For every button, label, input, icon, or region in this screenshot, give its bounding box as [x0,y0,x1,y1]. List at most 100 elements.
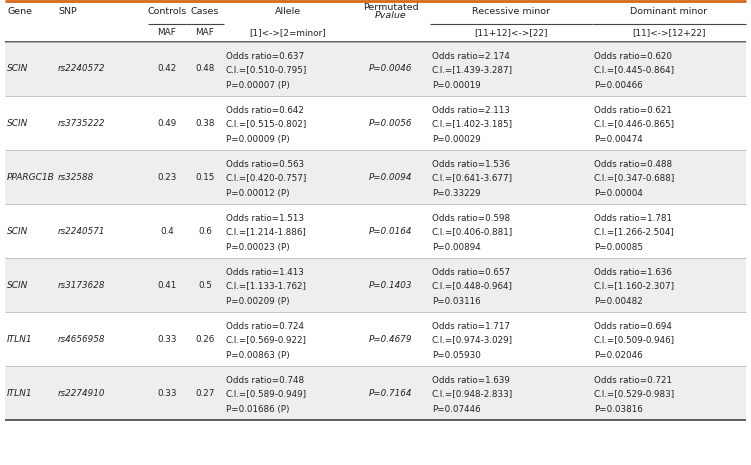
Text: rs3735222: rs3735222 [58,119,105,127]
Text: SNP: SNP [58,7,77,16]
Text: Dominant minor: Dominant minor [630,7,707,16]
Text: 0.4: 0.4 [160,226,174,235]
Text: Odds ratio=0.657: Odds ratio=0.657 [432,267,510,277]
Text: Odds ratio=0.598: Odds ratio=0.598 [432,213,510,223]
Text: P=0.05930: P=0.05930 [432,351,481,360]
Text: Odds ratio=1.513: Odds ratio=1.513 [226,213,304,223]
Text: P=0.03816: P=0.03816 [594,405,643,414]
Text: Odds ratio=0.721: Odds ratio=0.721 [594,376,672,385]
Text: Gene: Gene [7,7,32,16]
Bar [5,258,746,312]
Text: Cases: Cases [191,7,219,16]
Text: Odds ratio=0.724: Odds ratio=0.724 [226,321,304,331]
Text: P=0.03116: P=0.03116 [432,297,481,306]
Text: 0.33: 0.33 [157,334,176,344]
Text: Odds ratio=0.694: Odds ratio=0.694 [594,321,672,331]
Text: MAF: MAF [195,28,215,38]
Text: MAF: MAF [158,28,176,38]
Text: Odds ratio=0.563: Odds ratio=0.563 [226,159,304,168]
Text: C.I.=[1.266-2.504]: C.I.=[1.266-2.504] [594,227,675,237]
Text: 0.48: 0.48 [195,65,215,73]
Text: P=0.00894: P=0.00894 [432,243,481,252]
Text: P=0.00863 (P): P=0.00863 (P) [226,351,290,360]
Text: 0.27: 0.27 [195,388,215,398]
Text: P=0.00012 (P): P=0.00012 (P) [226,189,290,198]
Text: P=0.4679: P=0.4679 [369,334,413,344]
Bar [5,366,746,420]
Text: C.I.=[0.509-0.946]: C.I.=[0.509-0.946] [594,336,675,345]
Text: SCIN: SCIN [7,119,29,127]
Text: P=0.00209 (P): P=0.00209 (P) [226,297,290,306]
Text: rs2274910: rs2274910 [58,388,105,398]
Text: Odds ratio=2.113: Odds ratio=2.113 [432,106,510,114]
Text: P=0.02046: P=0.02046 [594,351,643,360]
Text: C.I.=[0.420-0.757]: C.I.=[0.420-0.757] [226,173,307,183]
Text: C.I.=[0.448-0.964]: C.I.=[0.448-0.964] [432,282,513,291]
Text: Allele: Allele [275,7,301,16]
Text: C.I.=[0.446-0.865]: C.I.=[0.446-0.865] [594,120,675,129]
Text: P=0.00004: P=0.00004 [594,189,643,198]
Text: C.I.=[0.445-0.864]: C.I.=[0.445-0.864] [594,66,675,74]
Text: rs3173628: rs3173628 [58,280,105,290]
Text: P=0.1403: P=0.1403 [369,280,413,290]
Text: 0.23: 0.23 [157,173,176,181]
Bar [5,150,746,204]
Text: rs32588: rs32588 [58,173,94,181]
Text: P=0.00029: P=0.00029 [432,135,481,144]
Text: SCIN: SCIN [7,226,29,235]
Text: Permutated: Permutated [363,4,419,13]
Text: P=0.00019: P=0.00019 [432,81,481,90]
Text: P=0.00009 (P): P=0.00009 (P) [226,135,290,144]
Text: Odds ratio=0.488: Odds ratio=0.488 [594,159,672,168]
Text: Pvalue: Pvalue [376,12,407,20]
Bar [5,96,746,150]
Text: Odds ratio=0.748: Odds ratio=0.748 [226,376,304,385]
Text: ITLN1: ITLN1 [7,388,32,398]
Text: C.I.=[0.529-0.983]: C.I.=[0.529-0.983] [594,390,675,399]
Text: P=0.0094: P=0.0094 [369,173,413,181]
Text: Odds ratio=0.637: Odds ratio=0.637 [226,52,304,60]
Text: C.I.=[1.402-3.185]: C.I.=[1.402-3.185] [432,120,513,129]
Text: C.I.=[0.641-3.677]: C.I.=[0.641-3.677] [432,173,513,183]
Text: C.I.=[0.406-0.881]: C.I.=[0.406-0.881] [432,227,513,237]
Text: SCIN: SCIN [7,65,29,73]
Text: Odds ratio=1.717: Odds ratio=1.717 [432,321,510,331]
Text: P=0.00482: P=0.00482 [594,297,643,306]
Text: C.I.=[0.948-2.833]: C.I.=[0.948-2.833] [432,390,513,399]
Text: C.I.=[0.974-3.029]: C.I.=[0.974-3.029] [432,336,513,345]
Text: 0.33: 0.33 [157,388,176,398]
Text: C.I.=[0.347-0.688]: C.I.=[0.347-0.688] [594,173,675,183]
Text: SCIN: SCIN [7,280,29,290]
Text: 0.38: 0.38 [195,119,215,127]
Text: [11+12]<->[22]: [11+12]<->[22] [474,28,547,38]
Text: P=0.0056: P=0.0056 [369,119,413,127]
Text: Odds ratio=1.413: Odds ratio=1.413 [226,267,304,277]
Bar [5,204,746,258]
Text: 0.26: 0.26 [195,334,215,344]
Text: C.I.=[0.515-0.802]: C.I.=[0.515-0.802] [226,120,307,129]
Text: Odds ratio=1.781: Odds ratio=1.781 [594,213,672,223]
Text: rs2240571: rs2240571 [58,226,105,235]
Text: P=0.07446: P=0.07446 [432,405,481,414]
Text: Odds ratio=1.639: Odds ratio=1.639 [432,376,510,385]
Text: ITLN1: ITLN1 [7,334,32,344]
Text: rs4656958: rs4656958 [58,334,105,344]
Text: Odds ratio=0.620: Odds ratio=0.620 [594,52,672,60]
Text: Odds ratio=1.536: Odds ratio=1.536 [432,159,510,168]
Text: C.I.=[0.589-0.949]: C.I.=[0.589-0.949] [226,390,307,399]
Text: Recessive minor: Recessive minor [472,7,550,16]
Text: P=0.00007 (P): P=0.00007 (P) [226,81,290,90]
Text: rs2240572: rs2240572 [58,65,105,73]
Text: C.I.=[1.133-1.762]: C.I.=[1.133-1.762] [226,282,307,291]
Text: P=0.33229: P=0.33229 [432,189,481,198]
Text: [11]<->[12+22]: [11]<->[12+22] [632,28,706,38]
Text: 0.6: 0.6 [198,226,212,235]
Text: Odds ratio=0.621: Odds ratio=0.621 [594,106,672,114]
Text: P=0.01686 (P): P=0.01686 (P) [226,405,289,414]
Text: P=0.00085: P=0.00085 [594,243,643,252]
Text: Odds ratio=0.642: Odds ratio=0.642 [226,106,304,114]
Bar [5,312,746,366]
Bar [5,0,746,42]
Text: C.I.=[1.214-1.886]: C.I.=[1.214-1.886] [226,227,307,237]
Text: C.I.=[1.439-3.287]: C.I.=[1.439-3.287] [432,66,513,74]
